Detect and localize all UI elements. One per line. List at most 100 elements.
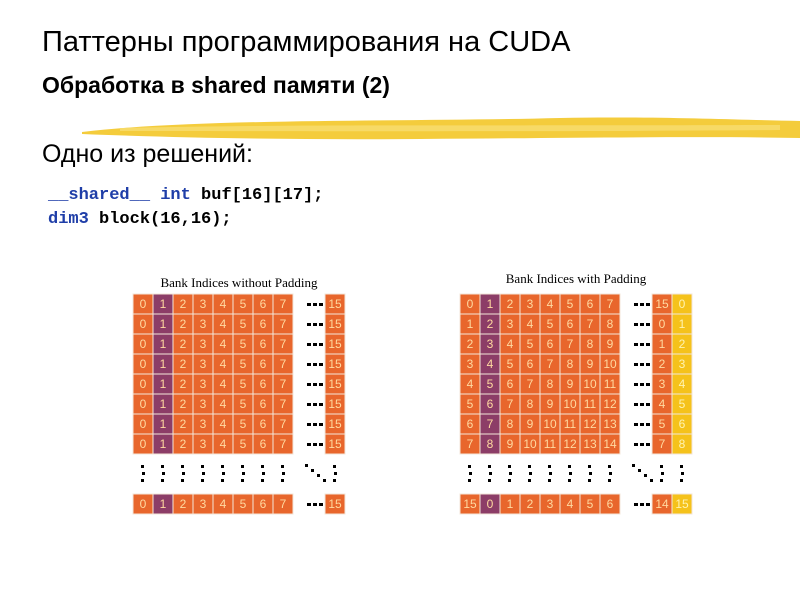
ellipsis-dot	[508, 465, 511, 468]
ellipsis-dot	[313, 403, 317, 406]
cell-label: 5	[567, 297, 574, 311]
cell-label: 5	[587, 497, 594, 511]
cell-label: 10	[583, 377, 597, 391]
ellipsis-dot	[313, 443, 317, 446]
ellipsis-dot	[305, 464, 308, 467]
cell-label: 4	[220, 317, 227, 331]
cell-label: 4	[467, 377, 474, 391]
ellipsis-dot	[640, 403, 644, 406]
cell-label: 0	[487, 497, 494, 511]
ellipsis-dot	[646, 303, 650, 306]
cell-label: 8	[567, 357, 574, 371]
ellipsis-dot	[528, 479, 531, 482]
cell-label: 5	[240, 397, 247, 411]
cell-label: 7	[280, 377, 287, 391]
ellipsis-dot	[549, 472, 552, 475]
cell	[599, 493, 621, 515]
cell-label: 2	[180, 377, 187, 391]
cell-label: 7	[487, 417, 494, 431]
cell-label: 1	[160, 337, 167, 351]
cell-label: 7	[547, 357, 554, 371]
cell-label: 7	[587, 317, 594, 331]
cell-label: 4	[220, 417, 227, 431]
cell-label: 15	[463, 497, 477, 511]
cell-label: 4	[659, 397, 666, 411]
ellipsis-dot	[161, 479, 164, 482]
cell-label: 3	[659, 377, 666, 391]
code-text: block(16,16);	[88, 210, 232, 229]
ellipsis-dot	[608, 465, 611, 468]
ellipsis-dot	[202, 472, 205, 475]
ellipsis-dot	[221, 479, 224, 482]
cell-label: 3	[507, 317, 514, 331]
ellipsis-dot	[548, 465, 551, 468]
ellipsis-dot	[319, 503, 323, 506]
ellipsis-dot	[646, 443, 650, 446]
ellipsis-dot	[634, 503, 638, 506]
ellipsis-dot	[661, 472, 664, 475]
cell-label: 10	[543, 417, 557, 431]
cell-label: 3	[200, 377, 207, 391]
cell-label: 4	[220, 297, 227, 311]
cell-label: 6	[467, 417, 474, 431]
ellipsis-dot	[307, 323, 311, 326]
cell-label: 2	[180, 497, 187, 511]
cell-label: 3	[200, 497, 207, 511]
ellipsis-dot	[182, 472, 185, 475]
cell-label: 4	[507, 337, 514, 351]
cell-label: 6	[487, 397, 494, 411]
cell-label: 0	[140, 297, 147, 311]
cell-label: 7	[280, 317, 287, 331]
cell-label: 15	[328, 437, 342, 451]
ellipsis-dot	[646, 383, 650, 386]
ellipsis-dot	[681, 472, 684, 475]
cell-label: 5	[240, 317, 247, 331]
ellipsis-dot	[646, 423, 650, 426]
code-keyword: __shared__	[48, 186, 151, 205]
cell-label: 2	[180, 397, 187, 411]
cell-label: 8	[507, 417, 514, 431]
cell-label: 15	[328, 417, 342, 431]
cell-label: 7	[280, 417, 287, 431]
cell-label: 7	[280, 397, 287, 411]
ellipsis-dot	[282, 472, 285, 475]
cell-label: 2	[659, 357, 666, 371]
ellipsis-dot	[634, 323, 638, 326]
ellipsis-dot	[646, 503, 650, 506]
cell-label: 7	[280, 297, 287, 311]
cell-label: 3	[200, 417, 207, 431]
cell-label: 12	[583, 417, 597, 431]
ellipsis-dot	[640, 443, 644, 446]
cell-label: 2	[180, 437, 187, 451]
cell-label: 3	[200, 337, 207, 351]
ellipsis-dot	[319, 323, 323, 326]
ellipsis-dot	[568, 465, 571, 468]
ellipsis-dot	[489, 472, 492, 475]
cell-label: 1	[487, 297, 494, 311]
cell-label: 7	[467, 437, 474, 451]
cell-label: 3	[467, 357, 474, 371]
cell-label: 10	[563, 397, 577, 411]
ellipsis-dot	[281, 465, 284, 468]
ellipsis-dot	[222, 472, 225, 475]
ellipsis-dot	[509, 472, 512, 475]
cell-label: 7	[607, 297, 614, 311]
cell-label: 0	[659, 317, 666, 331]
ellipsis-dot	[313, 323, 317, 326]
code-keyword: int	[160, 186, 191, 205]
cell-label: 6	[260, 397, 267, 411]
cell-label: 8	[487, 437, 494, 451]
ellipsis-dot	[307, 443, 311, 446]
ellipsis-dot	[588, 479, 591, 482]
ellipsis-dot	[201, 479, 204, 482]
cell-label: 9	[567, 377, 574, 391]
cell-label: 14	[603, 437, 617, 451]
ellipsis-dot	[313, 303, 317, 306]
cell-label: 1	[160, 357, 167, 371]
cell-label: 5	[547, 317, 554, 331]
cell-label: 5	[679, 397, 686, 411]
cell-label: 5	[240, 337, 247, 351]
cell-label: 2	[180, 297, 187, 311]
cell-label: 14	[655, 497, 669, 511]
